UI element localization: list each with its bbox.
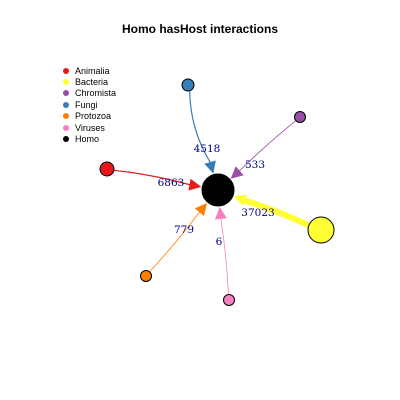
node-fungi <box>181 78 195 92</box>
legend-item-chromista: Chromista <box>63 88 116 99</box>
legend-swatch-protozoa <box>63 113 69 120</box>
edge-label-fungi: 4518 <box>194 143 221 155</box>
legend-item-bacteria: Bacteria <box>63 76 116 87</box>
legend-swatch-animalia <box>63 67 69 74</box>
node-protozoa <box>140 270 152 282</box>
arrowhead-protozoa <box>194 203 208 217</box>
arrowhead-bacteria <box>233 194 248 207</box>
legend: Animalia Bacteria Chromista Fungi Protoz… <box>63 65 116 145</box>
legend-item-viruses: Viruses <box>63 122 116 133</box>
node-viruses <box>223 294 235 306</box>
legend-swatch-homo <box>63 136 69 143</box>
legend-item-animalia: Animalia <box>63 65 116 76</box>
node-bacteria <box>307 216 335 244</box>
legend-item-homo: Homo <box>63 133 116 144</box>
edge-label-protozoa: 779 <box>174 224 194 236</box>
legend-label-chromista: Chromista <box>75 88 117 99</box>
node-homo <box>201 173 235 207</box>
edge-animalia-to-homo <box>113 169 191 186</box>
legend-label-fungi: Fungi <box>75 99 98 110</box>
edge-chromista-to-homo <box>239 120 297 172</box>
edge-protozoa-to-homo <box>149 211 200 273</box>
legend-label-animalia: Animalia <box>75 65 110 76</box>
node-chromista <box>294 111 306 123</box>
edge-label-bacteria: 37023 <box>241 207 274 219</box>
legend-swatch-bacteria <box>63 79 69 86</box>
arrowhead-viruses <box>214 206 227 220</box>
legend-item-protozoa: Protozoa <box>63 111 116 122</box>
arrowhead-chromista <box>230 166 244 179</box>
arrowhead-animalia <box>188 178 202 191</box>
edge-fungi-to-homo <box>189 90 211 163</box>
arrowhead-fungi <box>204 160 216 174</box>
legend-label-viruses: Viruses <box>75 122 105 133</box>
edge-label-viruses: 6 <box>216 236 223 248</box>
chart-title: Homo hasHost interactions <box>121 22 279 36</box>
legend-swatch-fungi <box>63 101 69 108</box>
edge-label-chromista: 533 <box>245 159 265 171</box>
edge-label-animalia: 6863 <box>158 177 185 189</box>
legend-label-homo: Homo <box>75 134 100 145</box>
edge-bacteria-to-homo <box>242 197 312 229</box>
legend-label-protozoa: Protozoa <box>75 111 112 122</box>
legend-swatch-viruses <box>63 124 69 131</box>
legend-item-fungi: Fungi <box>63 99 116 110</box>
legend-label-bacteria: Bacteria <box>75 77 109 88</box>
legend-swatch-chromista <box>63 90 69 97</box>
node-animalia <box>99 161 115 177</box>
edge-viruses-to-homo <box>220 218 229 295</box>
